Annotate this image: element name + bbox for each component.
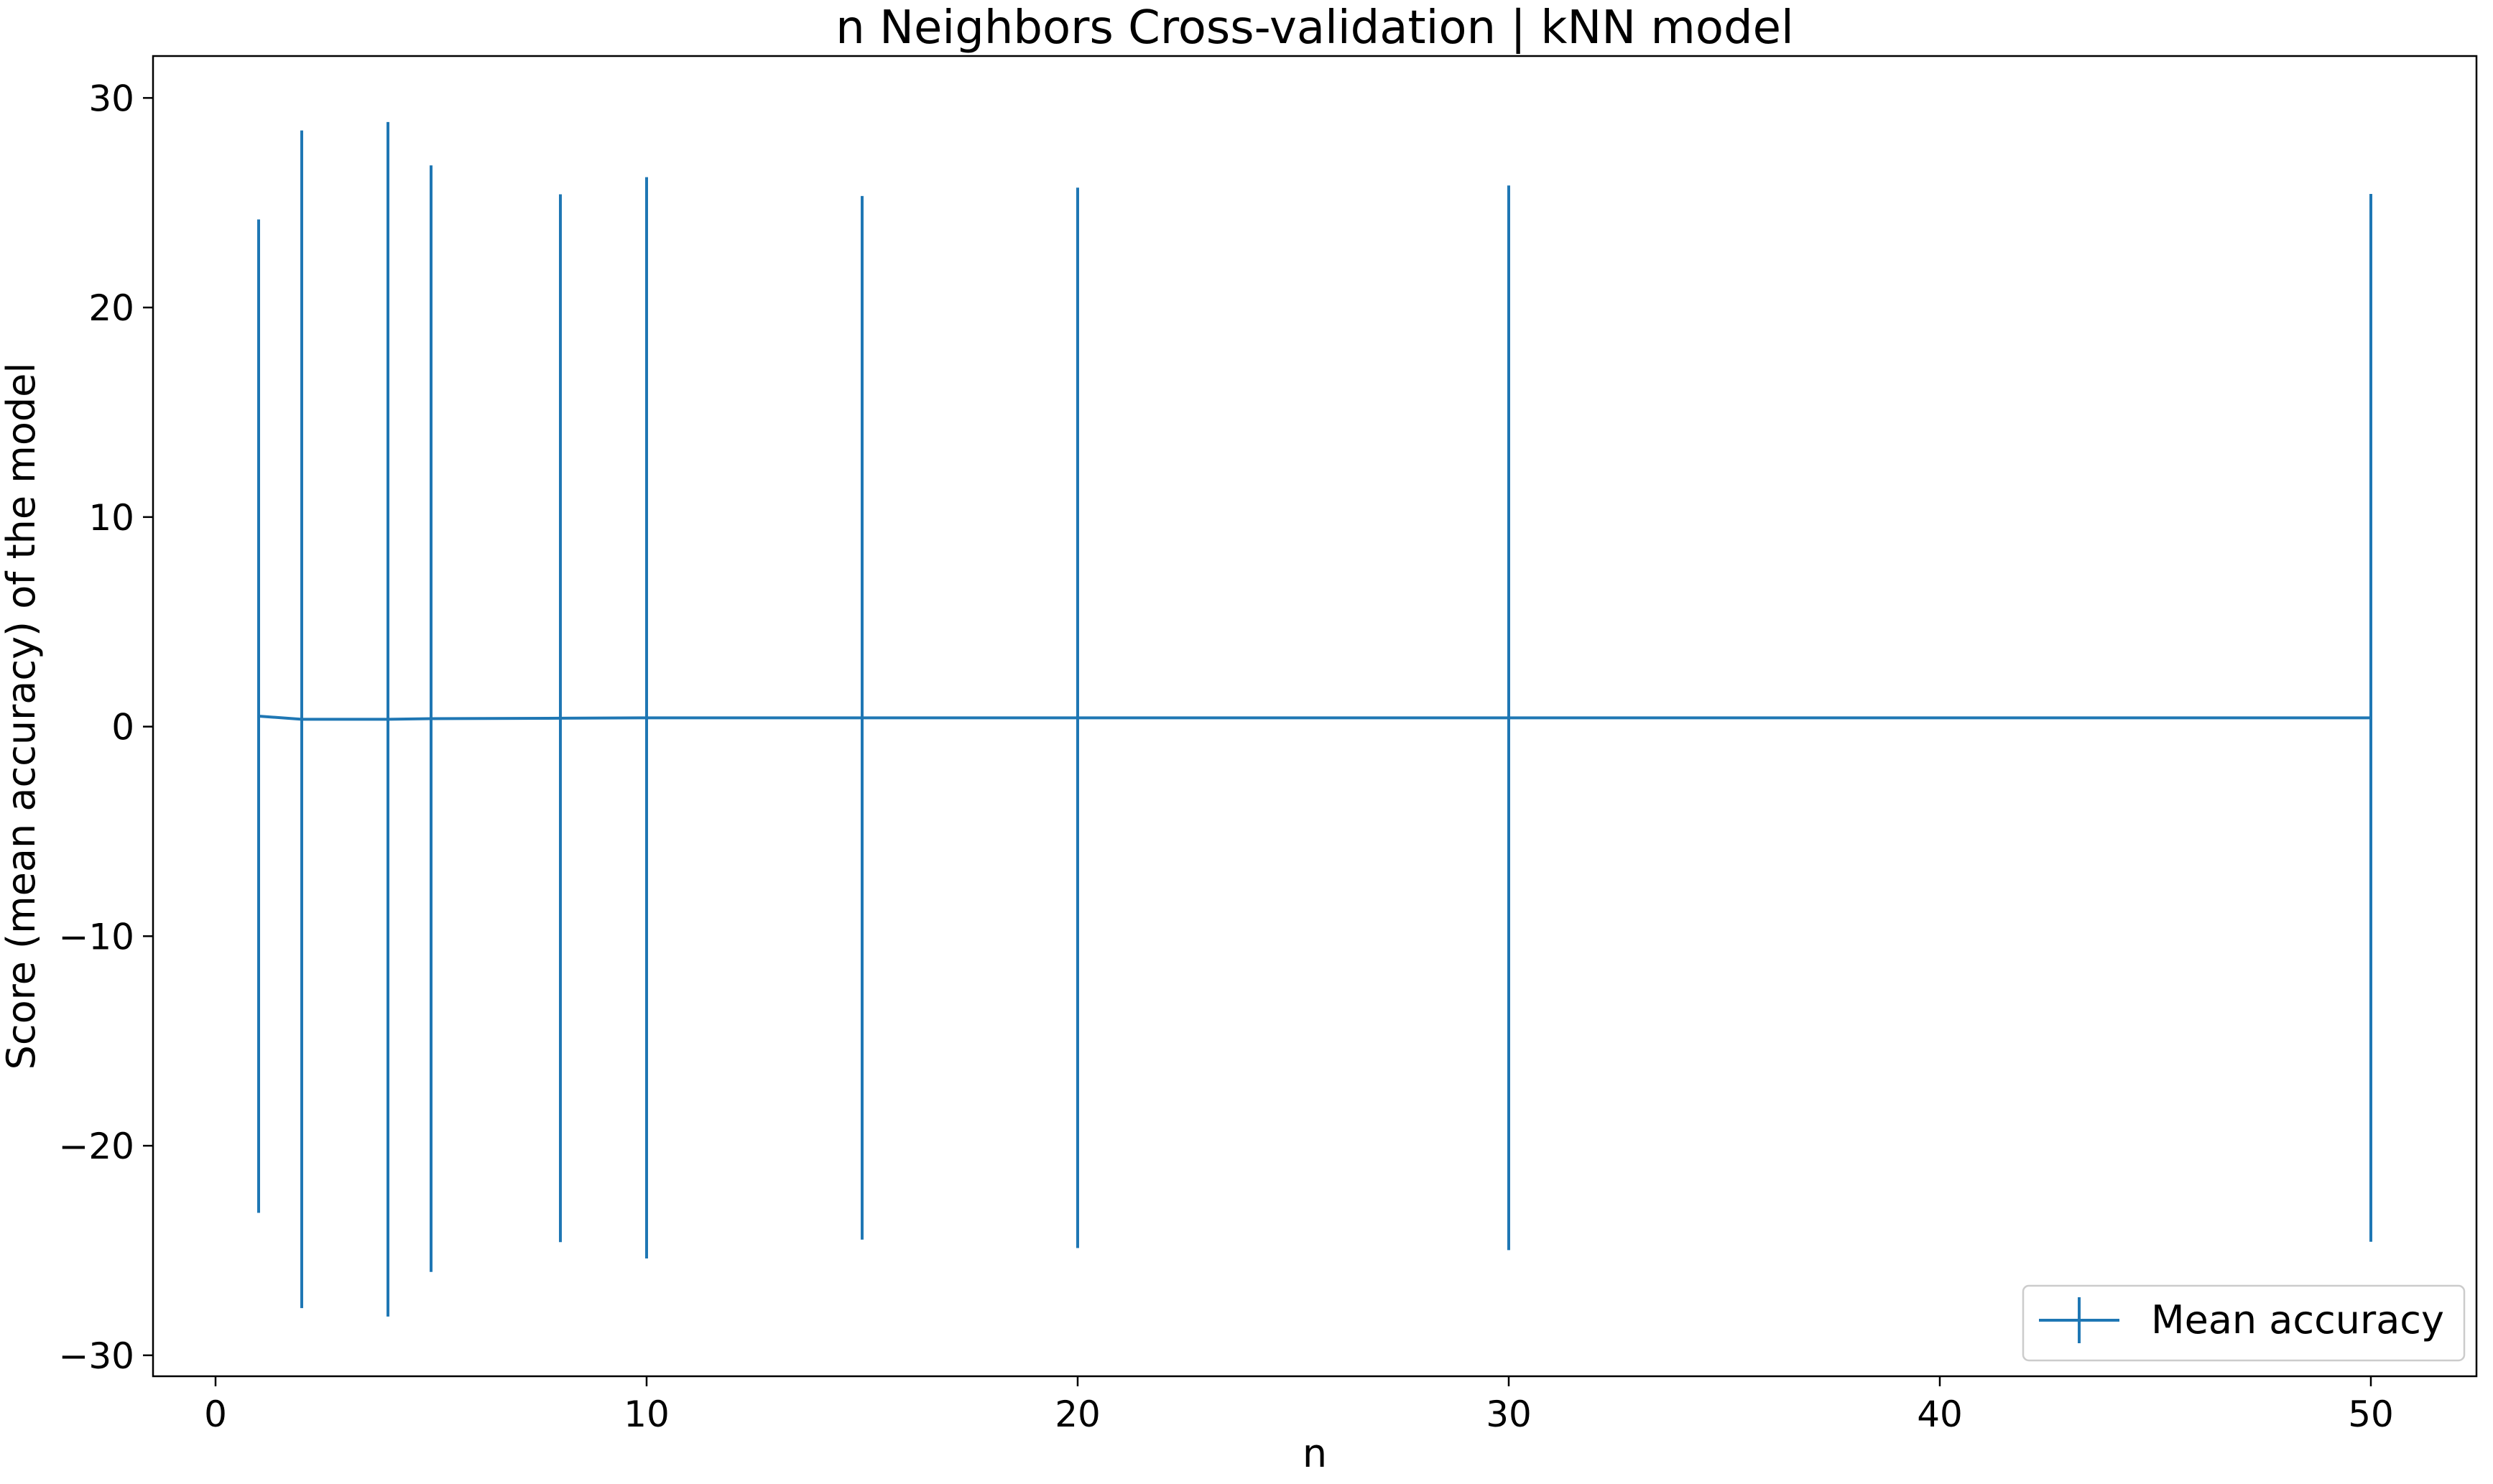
y-tick-label: −10 xyxy=(58,916,134,957)
data-point xyxy=(559,716,562,720)
y-tick-label: 30 xyxy=(88,78,134,119)
data-point xyxy=(645,716,648,720)
series-layer xyxy=(257,121,2372,1317)
y-tick-label: −30 xyxy=(58,1335,134,1377)
x-tick-label: 10 xyxy=(624,1393,670,1435)
y-tick-label: −20 xyxy=(58,1126,134,1167)
data-point xyxy=(430,717,433,720)
x-tick-label: 40 xyxy=(1917,1393,1963,1435)
legend-box xyxy=(2022,1284,2466,1362)
data-point xyxy=(861,716,864,720)
data-point xyxy=(257,715,260,718)
data-point xyxy=(2369,716,2372,720)
x-tick-label: 50 xyxy=(2348,1393,2394,1435)
y-tick-label: 20 xyxy=(88,287,134,329)
ticks-layer: 0 10 20 30 40 50 −30 −20 −10 0 10 20 30 xyxy=(58,78,2393,1435)
plot-frame xyxy=(152,55,2478,1378)
y-tick-label: 0 xyxy=(111,707,134,748)
series-line-mean-accuracy xyxy=(258,715,2371,721)
legend-label: Mean accuracy xyxy=(2151,1297,2444,1342)
data-point xyxy=(387,718,389,721)
x-tick-label: 20 xyxy=(1055,1393,1101,1435)
y-axis-label: Score (mean accuracy) of the model xyxy=(0,363,44,1070)
data-point xyxy=(1507,716,1510,720)
legend: Mean accuracy xyxy=(2022,1284,2466,1362)
data-point xyxy=(1076,716,1079,720)
x-tick-label: 0 xyxy=(204,1393,227,1435)
data-point xyxy=(300,718,303,721)
chart-title: n Neighbors Cross-validation | kNN model xyxy=(836,1,1794,55)
y-tick-label: 10 xyxy=(88,497,134,539)
x-tick-label: 30 xyxy=(1486,1393,1532,1435)
x-axis-label: n xyxy=(1303,1431,1327,1476)
